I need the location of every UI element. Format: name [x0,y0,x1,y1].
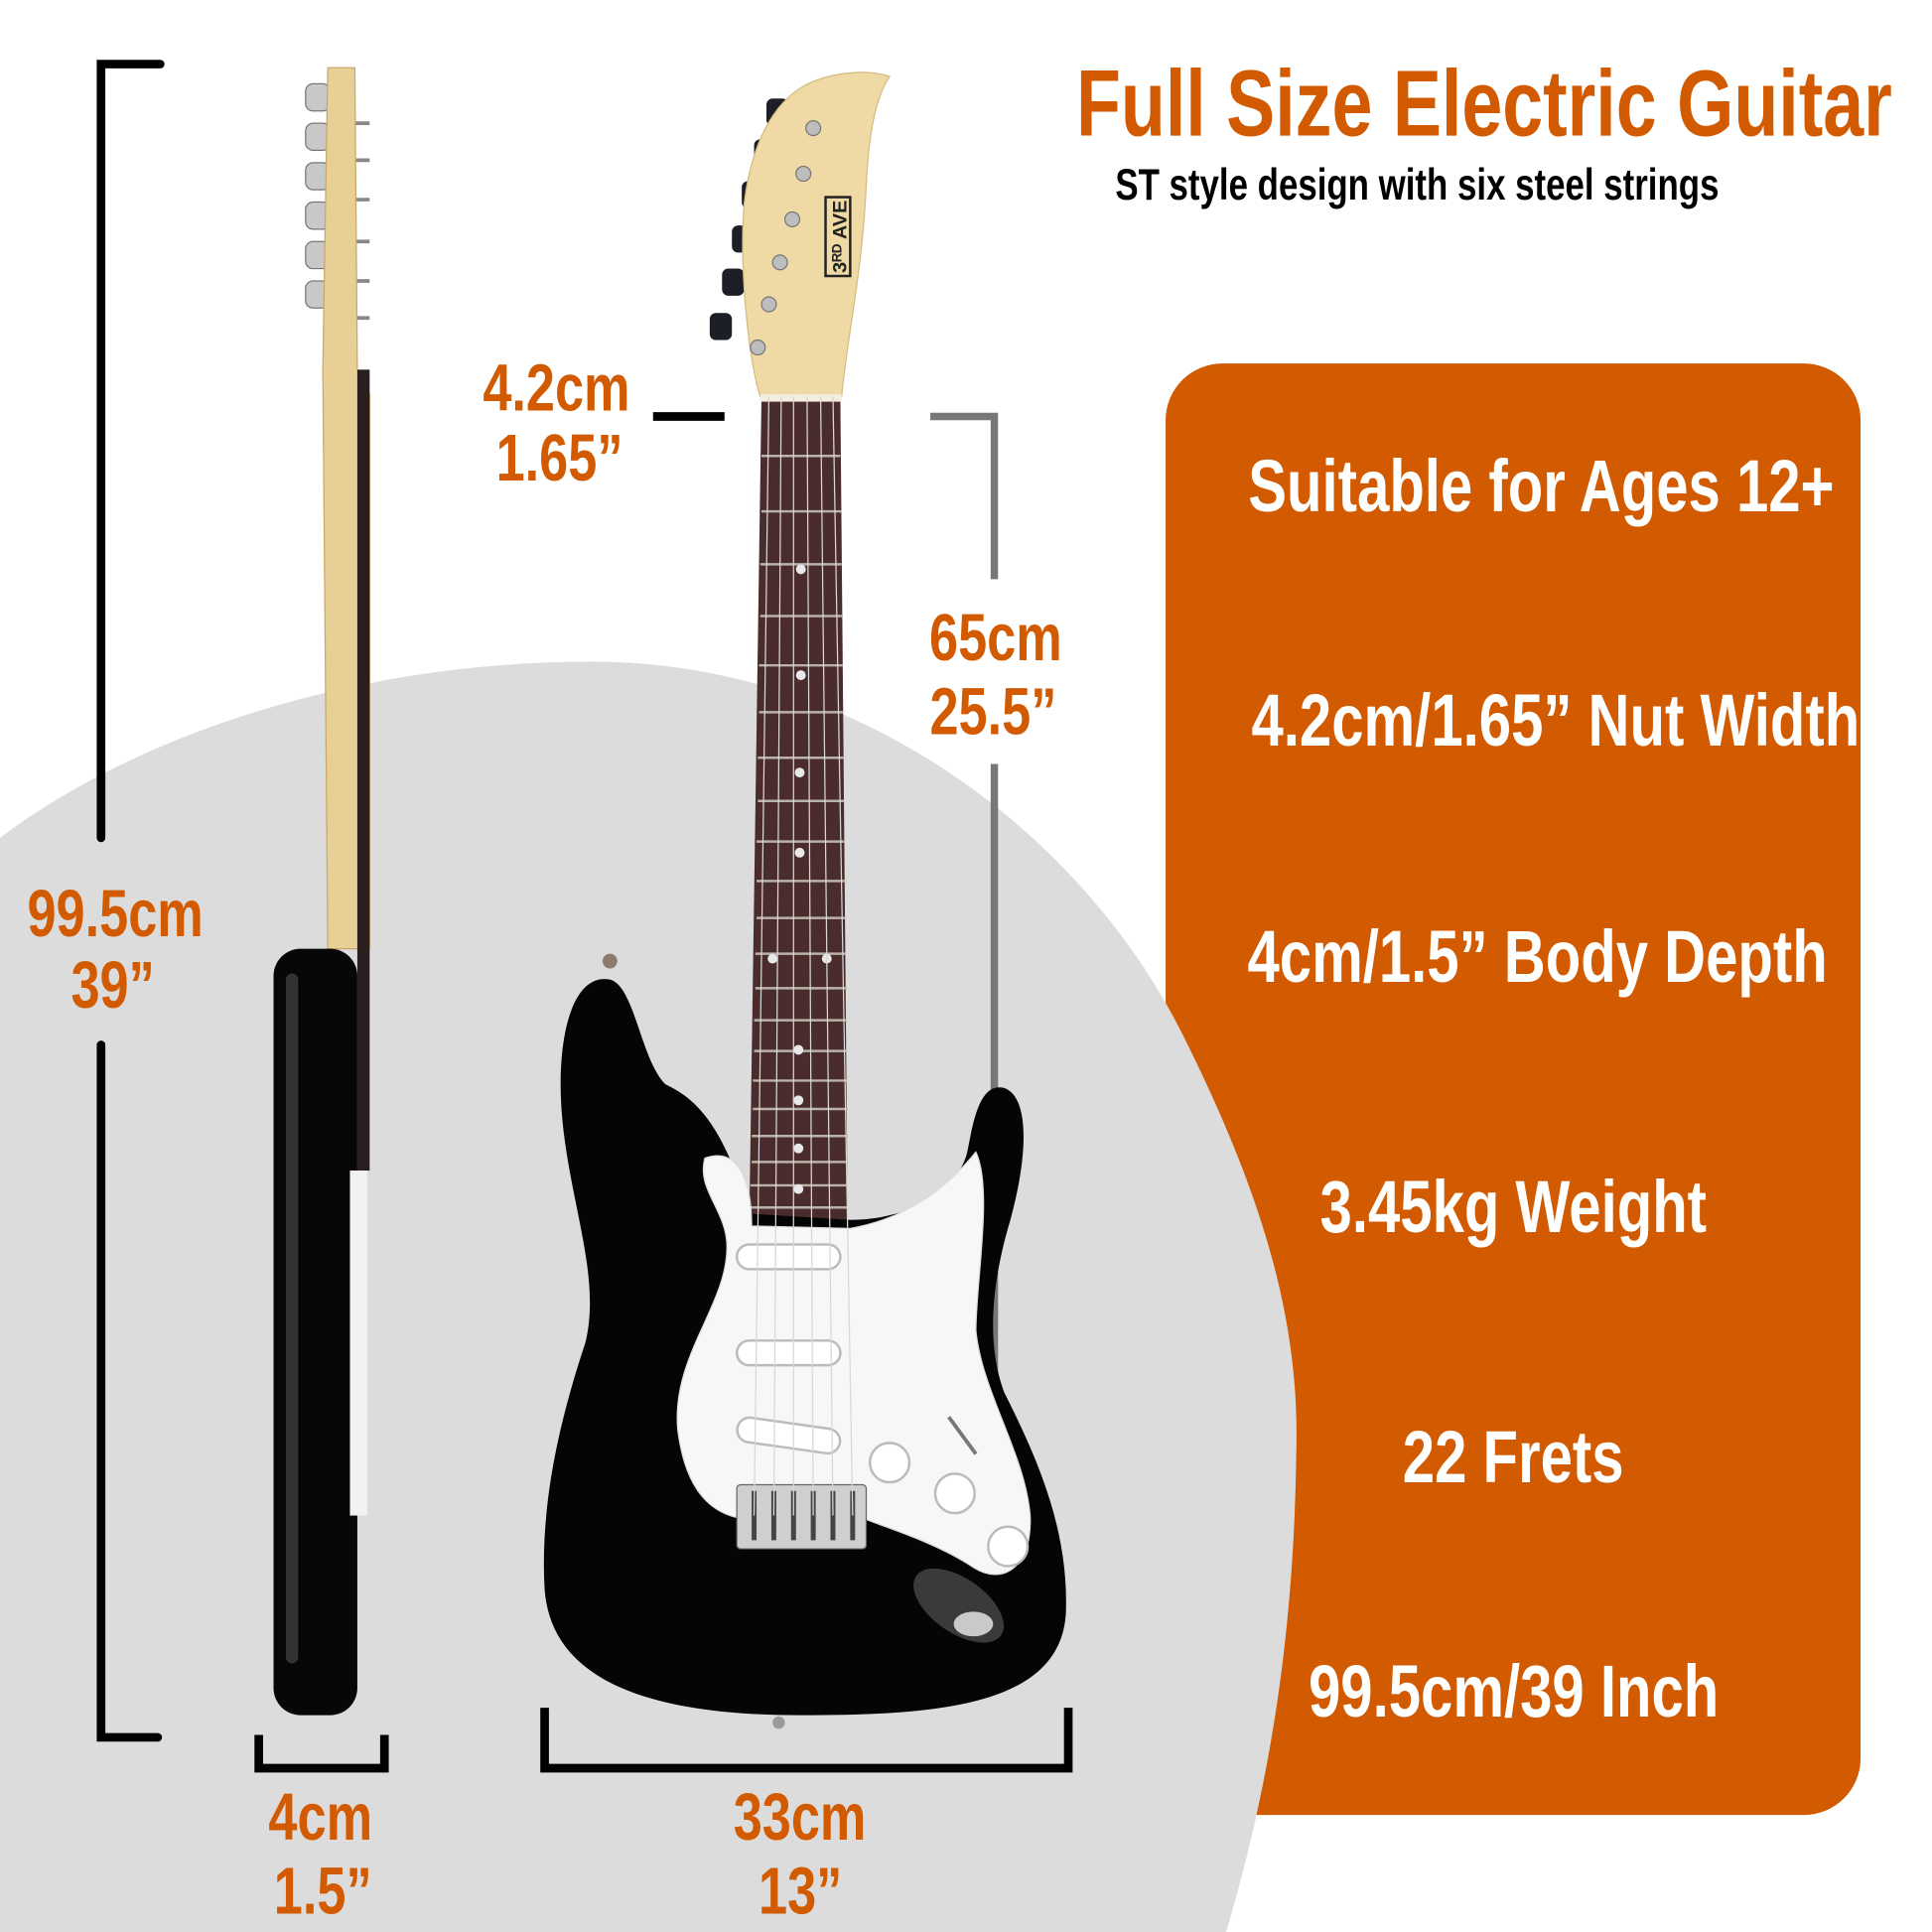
headstock [742,71,892,398]
body-width-label: 33cm [733,1780,867,1855]
bridge [736,1483,868,1550]
side-tuners [305,82,370,321]
total-length-label: 99.5cm [28,877,205,952]
feature-nut-width: 4.2cm/1.65” Nut Width [1251,678,1861,761]
feature-length: 99.5cm/39 Inch [1308,1649,1719,1732]
guitar-side-view [273,67,370,1716]
page-subtitle: ST style design with six steel strings [1115,159,1720,209]
total-length-label-imperial: 39” [71,948,156,1024]
body-width-label-imperial: 13” [759,1854,843,1929]
fret-markers [767,564,832,1194]
feature-weight: 3.45kg Weight [1319,1166,1707,1249]
body-depth-label: 4cm [268,1780,373,1855]
tuner-posts [750,120,822,356]
body-width-bracket [540,1708,1073,1773]
scale-length-label-imperial: 25.5” [929,675,1057,750]
feature-ages: Suitable for Ages 12+ [1248,445,1835,528]
feature-body-depth: 4cm/1.5” Body Depth [1247,915,1828,999]
pickups [735,1243,842,1455]
feature-frets: 22 Frets [1402,1416,1624,1499]
headstock-logo: 3ᴿᴰ AVE [824,196,852,278]
scale-length-label: 65cm [928,601,1062,676]
nut-width-label: 4.2cm [483,350,631,426]
strap-button [602,953,618,969]
total-length-bracket [96,60,165,1742]
selector-switch [947,1416,978,1455]
svg-text:3ᴿᴰ AVE: 3ᴿᴰ AVE [830,201,852,273]
control-knobs [868,1442,1030,1568]
side-fretboard [356,369,370,1172]
body-depth-label-imperial: 1.5” [273,1854,372,1929]
page-title: Full Size Electric Guitar [1075,52,1892,157]
side-pickguard [349,1171,367,1516]
strings [753,396,854,1516]
guitar-front-view: 3ᴿᴰ AVE [543,71,1066,1729]
nut-width-label-imperial: 1.65” [495,421,623,495]
body-depth-bracket [254,1734,389,1773]
